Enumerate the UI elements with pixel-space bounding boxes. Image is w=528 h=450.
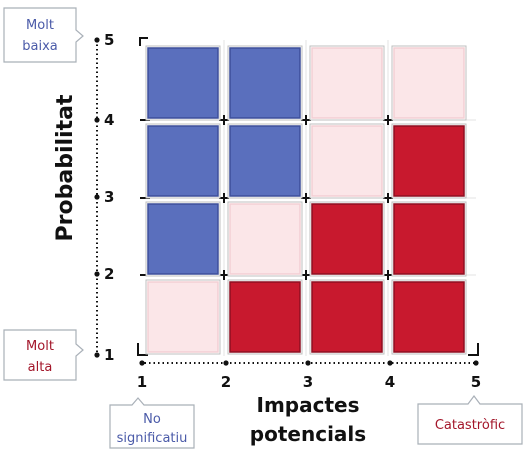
- matrix-cell-red: [309, 279, 385, 355]
- matrix-cell-fill: [147, 125, 219, 197]
- matrix-cell-fill: [393, 47, 465, 119]
- y-axis-title: Probabilitat: [53, 94, 78, 241]
- matrix-cell-fill: [311, 125, 383, 197]
- callout-molt-alta: Molt alta: [3, 329, 84, 381]
- top-left-bracket: [139, 37, 148, 46]
- callout-catastrofic-label: Catastròfic: [435, 418, 505, 433]
- y-tick-label: 3: [104, 188, 114, 206]
- matrix-cell-fill: [147, 47, 219, 119]
- bottom-right-bracket: [468, 343, 479, 356]
- callout-molt-alta-line1: Molt: [26, 339, 54, 354]
- matrix-cell-red: [391, 123, 467, 199]
- matrix-cell-fill: [229, 125, 301, 197]
- x-tick-label: 1: [137, 373, 147, 391]
- callout-no-significatiu-line1: No: [143, 412, 161, 427]
- y-tick-label: 4: [104, 111, 114, 129]
- matrix-cell-pink: [227, 201, 303, 277]
- y-tick-dot: [94, 194, 100, 200]
- x-tick-dot: [387, 360, 393, 366]
- matrix-cell-blue: [227, 123, 303, 199]
- matrix-cell-pink: [391, 45, 467, 121]
- matrix-cell-fill: [229, 203, 301, 275]
- matrix-cell-red: [309, 201, 385, 277]
- x-tick-dot: [305, 360, 311, 366]
- matrix-cell-fill: [311, 47, 383, 119]
- x-tick-dot: [473, 360, 479, 366]
- matrix-cell-fill: [393, 125, 465, 197]
- y-tick-label: 2: [104, 265, 114, 283]
- x-tick-label: 2: [221, 373, 231, 391]
- matrix-cell-fill: [311, 203, 383, 275]
- matrix-cell-blue: [145, 201, 221, 277]
- callout-molt-baixa-line1: Molt: [26, 18, 54, 33]
- x-tick-label: 4: [385, 373, 395, 391]
- x-tick-label: 5: [471, 373, 481, 391]
- x-tick-dot: [223, 360, 229, 366]
- matrix-cell-red: [391, 279, 467, 355]
- x-axis-title-line2: potencials: [250, 422, 366, 446]
- y-tick-label: 1: [104, 346, 114, 364]
- y-tick-dot: [94, 37, 100, 43]
- callout-molt-baixa-line2: baixa: [22, 39, 58, 54]
- callout-catastrofic: Catastròfic: [417, 395, 523, 445]
- callout-no-significatiu: No significatiu: [109, 397, 195, 449]
- matrix-cell-red: [391, 201, 467, 277]
- matrix-cell-fill: [229, 281, 301, 353]
- matrix-cell-fill: [311, 281, 383, 353]
- x-axis-title-line1: Impactes: [257, 393, 360, 417]
- matrix-cell-blue: [145, 123, 221, 199]
- matrix-cell-blue: [227, 45, 303, 121]
- x-tick-label: 3: [303, 373, 313, 391]
- matrix-cell-fill: [393, 203, 465, 275]
- matrix-cell-fill: [229, 47, 301, 119]
- y-tick-dot: [94, 117, 100, 123]
- matrix-cell-red: [227, 279, 303, 355]
- callout-molt-baixa: Molt baixa: [3, 7, 84, 63]
- y-tick-label: 5: [104, 31, 114, 49]
- matrix-cell-pink: [145, 279, 221, 355]
- matrix-cell-pink: [309, 123, 385, 199]
- y-tick-dot: [94, 271, 100, 277]
- callout-no-significatiu-line2: significatiu: [117, 431, 188, 446]
- x-tick-dot: [139, 360, 145, 366]
- matrix-cell-pink: [309, 45, 385, 121]
- matrix-cell-fill: [147, 281, 219, 353]
- matrix-cell-blue: [145, 45, 221, 121]
- y-tick-dot: [94, 352, 100, 358]
- bottom-left-bracket: [137, 343, 148, 356]
- matrix-cell-fill: [147, 203, 219, 275]
- callout-molt-alta-line2: alta: [28, 360, 53, 375]
- matrix-cell-fill: [393, 281, 465, 353]
